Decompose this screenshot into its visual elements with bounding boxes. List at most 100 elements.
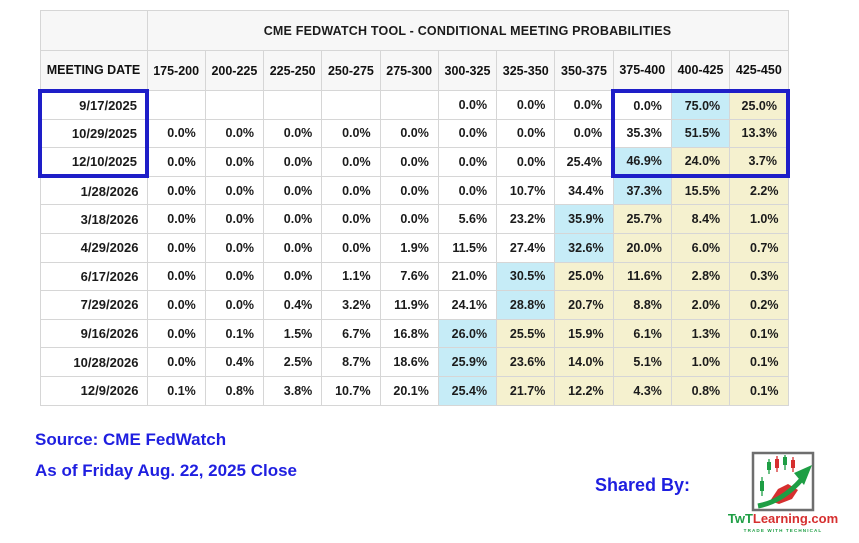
probability-cell: 1.0% — [729, 204, 789, 234]
rate-range-header: 275-300 — [379, 50, 439, 91]
meeting-date-cell: 1/28/2026 — [39, 175, 148, 206]
probability-cell: 35.3% — [611, 118, 672, 149]
probability-cell: 0.1% — [204, 318, 265, 349]
probability-cell: 0.8% — [670, 375, 731, 406]
probability-cell: 1.9% — [379, 232, 439, 263]
probability-cell: 12.2% — [554, 375, 614, 406]
probability-cell: 1.5% — [263, 318, 323, 349]
probability-cell: 26.0% — [437, 318, 498, 349]
meeting-date-cell: 3/18/2026 — [39, 204, 148, 234]
probability-cell: 30.5% — [496, 261, 556, 292]
probability-cell: 0.0% — [204, 118, 265, 149]
probability-cell: 34.4% — [554, 175, 614, 206]
probability-cell: 0.0% — [496, 147, 556, 177]
probability-cell: 0.8% — [204, 375, 265, 406]
probability-cell: 37.3% — [612, 175, 672, 206]
probability-cell: 0.0% — [204, 175, 265, 206]
probability-cell: 8.4% — [670, 204, 731, 234]
probability-cell: 16.8% — [379, 318, 439, 349]
rate-range-header: 300-325 — [437, 50, 498, 91]
logo-brand-text: TwTLearning.com — [728, 511, 838, 526]
probability-cell: 0.0% — [321, 147, 381, 177]
probability-cell: 25.4% — [554, 147, 614, 177]
probability-cell: 0.4% — [204, 347, 265, 377]
probability-cell: 23.2% — [496, 204, 556, 234]
logo-tagline: TRADE WITH TECHNICAL — [744, 528, 823, 533]
logo-graphic: TwTLearning.com TRADE WITH TECHNICAL — [728, 451, 838, 533]
probability-cell: 0.1% — [146, 375, 206, 406]
twtlearning-logo: TwTLearning.com TRADE WITH TECHNICAL — [720, 451, 848, 541]
table-row: 12/9/2026 0.1% 0.8% 3.8% 10.7% 20.1% 25.4% 21.7… — [39, 375, 789, 406]
probability-cell: 0.0% — [321, 175, 381, 206]
probability-cell: 7.6% — [379, 261, 439, 292]
probability-cell: 8.8% — [612, 290, 672, 320]
probability-cell: 0.0% — [146, 147, 206, 177]
probability-cell: 2.2% — [729, 175, 789, 206]
meeting-date-cell: 9/16/2026 — [39, 318, 148, 349]
probability-cell: 0.0% — [146, 232, 206, 263]
probability-cell: 0.0% — [321, 232, 381, 263]
probability-cell: 15.5% — [670, 175, 731, 206]
probability-cell: 21.7% — [496, 375, 556, 406]
probability-cell: 25.4% — [437, 375, 498, 406]
probability-cell: 0.0% — [437, 118, 498, 149]
probability-cell: 0.0% — [263, 118, 323, 149]
rate-range-header: 250-275 — [321, 50, 381, 91]
probability-cell: 3.8% — [263, 375, 323, 406]
probability-cell: 0.3% — [729, 261, 789, 292]
rate-range-header: 350-375 — [554, 50, 614, 91]
probability-cell: 20.7% — [554, 290, 614, 320]
probability-cell: 46.9% — [611, 147, 672, 179]
probability-cell: 6.7% — [321, 318, 381, 349]
table-title: CME FEDWATCH TOOL - CONDITIONAL MEETING … — [146, 10, 789, 51]
probability-cell: 0.0% — [204, 290, 265, 320]
rate-range-header: 225-250 — [263, 50, 323, 91]
probability-cell: 0.0% — [379, 118, 439, 149]
probability-cell: 28.8% — [496, 290, 556, 320]
probability-cell: 75.0% — [670, 88, 731, 120]
probability-cell: 0.4% — [263, 290, 323, 320]
probability-cell: 2.8% — [670, 261, 731, 292]
probability-cell: 11.5% — [437, 232, 498, 263]
probability-cell: 0.0% — [204, 232, 265, 263]
probability-cell: 10.7% — [496, 175, 556, 206]
probability-cell: 0.0% — [263, 175, 323, 206]
probability-cell: 6.1% — [612, 318, 672, 349]
probability-cell: 1.0% — [670, 347, 731, 377]
meeting-date-cell: 4/29/2026 — [39, 232, 148, 263]
probability-cell: 0.0% — [496, 118, 556, 149]
meeting-date-cell: 12/9/2026 — [39, 375, 148, 406]
meeting-date-cell: 10/28/2026 — [39, 347, 148, 377]
table-row: 12/10/2025 0.0% 0.0% 0.0% 0.0% 0.0% 0.0% 0.0% 25… — [38, 147, 791, 179]
meeting-date-cell: 9/17/2025 — [38, 88, 149, 120]
meeting-date-cell: 10/29/2025 — [38, 118, 149, 149]
rate-range-header: 175-200 — [146, 50, 206, 91]
column-header-row: MEETING DATE 175-200 200-225 225-250 250-275… — [39, 50, 789, 91]
probability-cell: 18.6% — [379, 347, 439, 377]
corner-cell — [39, 10, 148, 51]
probability-cell: 0.0% — [146, 175, 206, 206]
probability-cell: 0.0% — [379, 147, 439, 177]
probability-cell: 4.3% — [612, 375, 672, 406]
probability-cell — [263, 90, 323, 120]
probability-cell: 32.6% — [554, 232, 614, 263]
rate-range-header: 325-350 — [496, 50, 556, 91]
probability-cell: 0.1% — [729, 318, 789, 349]
probability-cell: 0.1% — [729, 375, 789, 406]
probability-cell: 0.0% — [321, 118, 381, 149]
meeting-date-cell: 6/17/2026 — [39, 261, 148, 292]
probability-cell: 0.1% — [729, 347, 789, 377]
table-row: 9/17/2025 0.0% 0.0% 0.0% 0.0% 75.0% 25.0% — [38, 88, 791, 120]
probability-cell: 3.7% — [729, 147, 791, 179]
probability-cell: 20.1% — [379, 375, 439, 406]
probability-cell: 8.7% — [321, 347, 381, 377]
title-row: CME FEDWATCH TOOL - CONDITIONAL MEETING … — [39, 10, 789, 51]
probability-cell: 15.9% — [554, 318, 614, 349]
probability-cell: 5.6% — [437, 204, 498, 234]
probability-cell: 0.0% — [379, 175, 439, 206]
probability-cell: 27.4% — [496, 232, 556, 263]
probability-cell: 0.0% — [437, 90, 498, 120]
probability-cell: 3.2% — [321, 290, 381, 320]
probability-cell: 0.0% — [263, 232, 323, 263]
probability-cell: 0.0% — [554, 90, 614, 120]
